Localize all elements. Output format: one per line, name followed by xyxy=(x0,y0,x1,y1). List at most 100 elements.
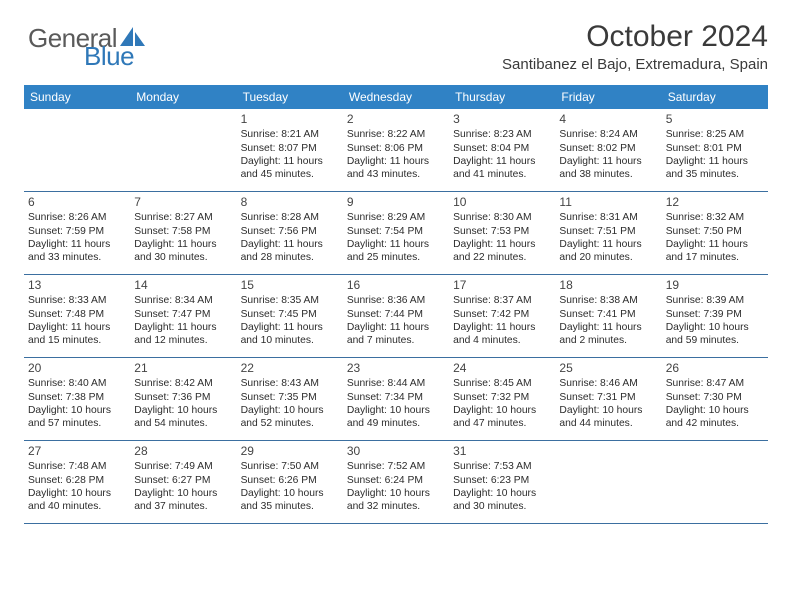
sunrise-line: Sunrise: 8:27 AM xyxy=(134,211,232,224)
sunset-line: Sunset: 7:53 PM xyxy=(453,225,551,238)
daylight-line: Daylight: 10 hours and 42 minutes. xyxy=(666,404,764,430)
sunrise-line: Sunrise: 7:52 AM xyxy=(347,460,445,473)
sunrise-line: Sunrise: 8:35 AM xyxy=(241,294,339,307)
daylight-line: Daylight: 11 hours and 2 minutes. xyxy=(559,321,657,347)
sunrise-line: Sunrise: 8:40 AM xyxy=(28,377,126,390)
calendar-day-cell: 20Sunrise: 8:40 AMSunset: 7:38 PMDayligh… xyxy=(24,358,130,440)
calendar-day-cell: 2Sunrise: 8:22 AMSunset: 8:06 PMDaylight… xyxy=(343,109,449,191)
calendar-day-cell: 30Sunrise: 7:52 AMSunset: 6:24 PMDayligh… xyxy=(343,441,449,523)
daylight-line: Daylight: 11 hours and 22 minutes. xyxy=(453,238,551,264)
day-number: 18 xyxy=(559,278,657,293)
sunrise-line: Sunrise: 8:37 AM xyxy=(453,294,551,307)
day-number: 21 xyxy=(134,361,232,376)
daylight-line: Daylight: 11 hours and 43 minutes. xyxy=(347,155,445,181)
day-number: 24 xyxy=(453,361,551,376)
day-number: 1 xyxy=(241,112,339,127)
sunset-line: Sunset: 7:36 PM xyxy=(134,391,232,404)
day-of-week-header: SundayMondayTuesdayWednesdayThursdayFrid… xyxy=(24,85,768,109)
daylight-line: Daylight: 11 hours and 30 minutes. xyxy=(134,238,232,264)
day-number: 25 xyxy=(559,361,657,376)
sunset-line: Sunset: 7:56 PM xyxy=(241,225,339,238)
sunrise-line: Sunrise: 8:47 AM xyxy=(666,377,764,390)
calendar-week-row: 20Sunrise: 8:40 AMSunset: 7:38 PMDayligh… xyxy=(24,358,768,441)
calendar-day-cell: 1Sunrise: 8:21 AMSunset: 8:07 PMDaylight… xyxy=(237,109,343,191)
sunset-line: Sunset: 7:31 PM xyxy=(559,391,657,404)
sunrise-line: Sunrise: 8:24 AM xyxy=(559,128,657,141)
day-number: 20 xyxy=(28,361,126,376)
day-of-week-label: Wednesday xyxy=(343,85,449,109)
calendar-day-cell: 26Sunrise: 8:47 AMSunset: 7:30 PMDayligh… xyxy=(662,358,768,440)
day-number: 5 xyxy=(666,112,764,127)
sunset-line: Sunset: 6:28 PM xyxy=(28,474,126,487)
day-number: 10 xyxy=(453,195,551,210)
sunset-line: Sunset: 7:54 PM xyxy=(347,225,445,238)
calendar-day-cell: 28Sunrise: 7:49 AMSunset: 6:27 PMDayligh… xyxy=(130,441,236,523)
daylight-line: Daylight: 11 hours and 38 minutes. xyxy=(559,155,657,181)
sunset-line: Sunset: 7:45 PM xyxy=(241,308,339,321)
sunset-line: Sunset: 7:58 PM xyxy=(134,225,232,238)
daylight-line: Daylight: 11 hours and 45 minutes. xyxy=(241,155,339,181)
calendar-day-cell: 5Sunrise: 8:25 AMSunset: 8:01 PMDaylight… xyxy=(662,109,768,191)
daylight-line: Daylight: 11 hours and 20 minutes. xyxy=(559,238,657,264)
calendar-day-cell: 17Sunrise: 8:37 AMSunset: 7:42 PMDayligh… xyxy=(449,275,555,357)
calendar-empty-cell xyxy=(130,109,236,191)
sunrise-line: Sunrise: 8:36 AM xyxy=(347,294,445,307)
sunrise-line: Sunrise: 7:49 AM xyxy=(134,460,232,473)
sunset-line: Sunset: 7:42 PM xyxy=(453,308,551,321)
calendar-week-row: 1Sunrise: 8:21 AMSunset: 8:07 PMDaylight… xyxy=(24,109,768,192)
daylight-line: Daylight: 10 hours and 49 minutes. xyxy=(347,404,445,430)
calendar-day-cell: 3Sunrise: 8:23 AMSunset: 8:04 PMDaylight… xyxy=(449,109,555,191)
sunset-line: Sunset: 6:23 PM xyxy=(453,474,551,487)
calendar-day-cell: 21Sunrise: 8:42 AMSunset: 7:36 PMDayligh… xyxy=(130,358,236,440)
day-of-week-label: Sunday xyxy=(24,85,130,109)
calendar-day-cell: 9Sunrise: 8:29 AMSunset: 7:54 PMDaylight… xyxy=(343,192,449,274)
day-number: 16 xyxy=(347,278,445,293)
sunset-line: Sunset: 7:47 PM xyxy=(134,308,232,321)
calendar-week-row: 13Sunrise: 8:33 AMSunset: 7:48 PMDayligh… xyxy=(24,275,768,358)
daylight-line: Daylight: 11 hours and 41 minutes. xyxy=(453,155,551,181)
sunrise-line: Sunrise: 7:48 AM xyxy=(28,460,126,473)
sunrise-line: Sunrise: 8:30 AM xyxy=(453,211,551,224)
calendar-day-cell: 25Sunrise: 8:46 AMSunset: 7:31 PMDayligh… xyxy=(555,358,661,440)
calendar-day-cell: 23Sunrise: 8:44 AMSunset: 7:34 PMDayligh… xyxy=(343,358,449,440)
sunset-line: Sunset: 7:34 PM xyxy=(347,391,445,404)
sunset-line: Sunset: 7:51 PM xyxy=(559,225,657,238)
day-of-week-label: Friday xyxy=(555,85,661,109)
calendar-day-cell: 18Sunrise: 8:38 AMSunset: 7:41 PMDayligh… xyxy=(555,275,661,357)
day-number: 28 xyxy=(134,444,232,459)
sunset-line: Sunset: 8:01 PM xyxy=(666,142,764,155)
calendar-empty-cell xyxy=(24,109,130,191)
calendar-day-cell: 12Sunrise: 8:32 AMSunset: 7:50 PMDayligh… xyxy=(662,192,768,274)
sunrise-line: Sunrise: 8:26 AM xyxy=(28,211,126,224)
sunrise-line: Sunrise: 8:38 AM xyxy=(559,294,657,307)
day-of-week-label: Monday xyxy=(130,85,236,109)
sunset-line: Sunset: 7:39 PM xyxy=(666,308,764,321)
calendar-day-cell: 6Sunrise: 8:26 AMSunset: 7:59 PMDaylight… xyxy=(24,192,130,274)
daylight-line: Daylight: 10 hours and 30 minutes. xyxy=(453,487,551,513)
sunrise-line: Sunrise: 7:50 AM xyxy=(241,460,339,473)
daylight-line: Daylight: 10 hours and 59 minutes. xyxy=(666,321,764,347)
day-number: 22 xyxy=(241,361,339,376)
sunrise-line: Sunrise: 8:28 AM xyxy=(241,211,339,224)
day-number: 29 xyxy=(241,444,339,459)
sunrise-line: Sunrise: 8:46 AM xyxy=(559,377,657,390)
sunset-line: Sunset: 7:50 PM xyxy=(666,225,764,238)
sunrise-line: Sunrise: 8:31 AM xyxy=(559,211,657,224)
calendar-week-row: 27Sunrise: 7:48 AMSunset: 6:28 PM Dayligh… xyxy=(24,441,768,524)
sunrise-line: Sunrise: 8:44 AM xyxy=(347,377,445,390)
calendar-day-cell: 16Sunrise: 8:36 AMSunset: 7:44 PMDayligh… xyxy=(343,275,449,357)
day-number: 3 xyxy=(453,112,551,127)
sunrise-line: Sunrise: 8:22 AM xyxy=(347,128,445,141)
sunset-line: Sunset: 8:02 PM xyxy=(559,142,657,155)
calendar-day-cell: 8Sunrise: 8:28 AMSunset: 7:56 PMDaylight… xyxy=(237,192,343,274)
day-number: 27 xyxy=(28,444,126,459)
calendar-day-cell: 10Sunrise: 8:30 AMSunset: 7:53 PMDayligh… xyxy=(449,192,555,274)
daylight-line: Daylight: 11 hours and 10 minutes. xyxy=(241,321,339,347)
sunset-line: Sunset: 8:04 PM xyxy=(453,142,551,155)
calendar-body: 1Sunrise: 8:21 AMSunset: 8:07 PMDaylight… xyxy=(24,109,768,524)
daylight-line: Daylight: 11 hours and 4 minutes. xyxy=(453,321,551,347)
sunrise-line: Sunrise: 8:45 AM xyxy=(453,377,551,390)
calendar-day-cell: 4Sunrise: 8:24 AMSunset: 8:02 PMDaylight… xyxy=(555,109,661,191)
sunset-line: Sunset: 7:30 PM xyxy=(666,391,764,404)
daylight-line: Daylight: 10 hours and 44 minutes. xyxy=(559,404,657,430)
